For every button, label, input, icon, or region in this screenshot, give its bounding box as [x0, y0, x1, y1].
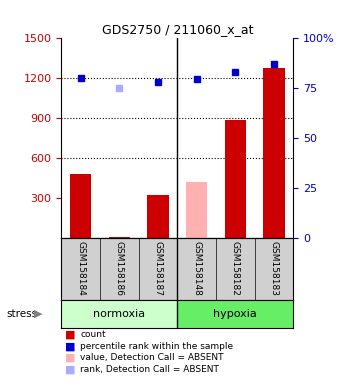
- Text: GSM158182: GSM158182: [231, 241, 240, 296]
- Text: ■: ■: [65, 330, 75, 340]
- Bar: [186, 182, 207, 238]
- Text: GSM158183: GSM158183: [269, 241, 279, 296]
- Text: GSM158186: GSM158186: [115, 241, 124, 296]
- Text: count: count: [80, 330, 106, 339]
- Text: value, Detection Call = ABSENT: value, Detection Call = ABSENT: [80, 353, 224, 362]
- Bar: [263, 68, 285, 238]
- Text: rank, Detection Call = ABSENT: rank, Detection Call = ABSENT: [80, 365, 219, 374]
- Text: stress: stress: [7, 309, 38, 319]
- Text: percentile rank within the sample: percentile rank within the sample: [80, 342, 233, 351]
- Text: normoxia: normoxia: [93, 309, 145, 319]
- Text: ▶: ▶: [34, 309, 43, 319]
- Text: hypoxia: hypoxia: [213, 309, 257, 319]
- Text: GSM158148: GSM158148: [192, 241, 201, 296]
- Bar: [70, 174, 91, 238]
- Text: ■: ■: [65, 364, 75, 374]
- Text: ■: ■: [65, 353, 75, 363]
- Title: GDS2750 / 211060_x_at: GDS2750 / 211060_x_at: [102, 23, 253, 36]
- Bar: [109, 237, 130, 238]
- Bar: [61, 300, 177, 328]
- Bar: [147, 195, 169, 238]
- Text: ■: ■: [65, 341, 75, 351]
- Bar: [225, 119, 246, 238]
- Text: GSM158187: GSM158187: [153, 241, 163, 296]
- Bar: [177, 300, 293, 328]
- Text: GSM158184: GSM158184: [76, 241, 85, 296]
